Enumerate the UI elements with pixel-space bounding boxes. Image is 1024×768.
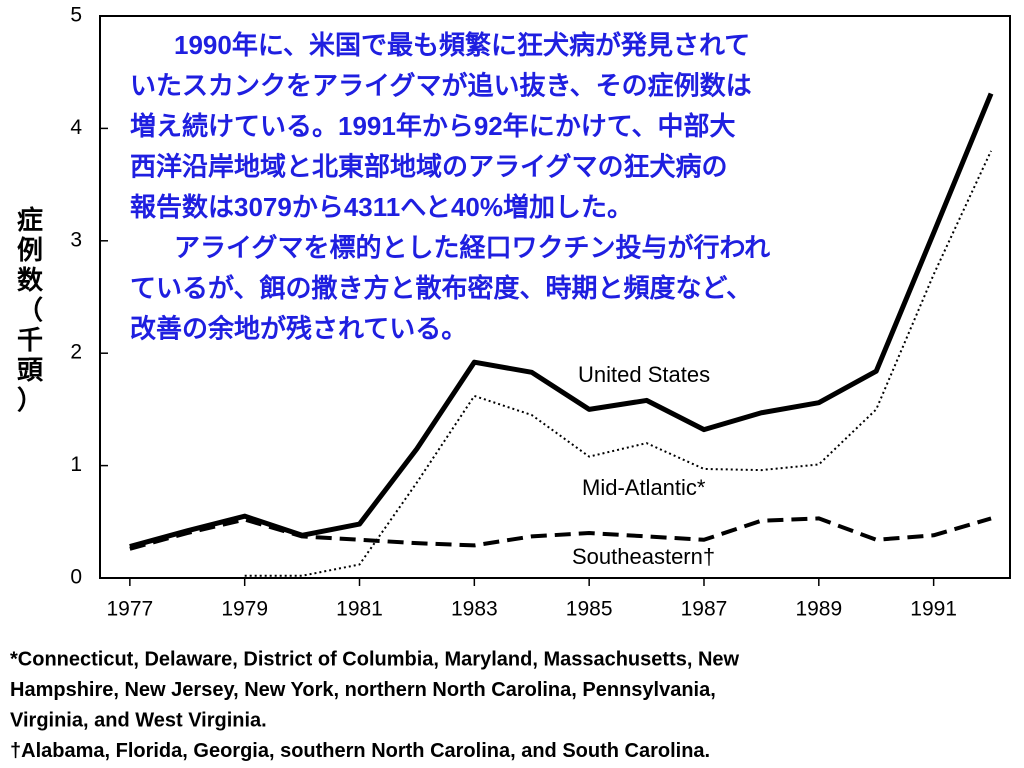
y-tick-label: 4 [70, 116, 82, 139]
y-axis-label-char: （ [17, 295, 43, 325]
footnote: Hampshire, New Jersey, New York, norther… [10, 679, 716, 701]
x-tick-label: 1983 [451, 598, 498, 621]
series-line [129, 92, 994, 549]
annotation-line: 1990年に、米国で最も頻繁に狂犬病が発見されて [174, 30, 750, 60]
y-tick-label: 3 [70, 228, 82, 251]
y-axis-label-char: 例 [17, 235, 43, 265]
x-tick-label: 1987 [681, 598, 728, 621]
y-tick-label: 5 [70, 4, 82, 27]
y-axis-label: 症例数（千頭） [17, 205, 44, 415]
y-tick-label: 2 [70, 341, 82, 364]
annotation-line: ているが、餌の撒き方と散布密度、時期と頻度など、 [130, 273, 752, 303]
y-tick-label: 0 [70, 566, 82, 589]
footnote: *Connecticut, Delaware, District of Colu… [10, 648, 740, 670]
series-line [129, 516, 992, 551]
x-tick-label: 1981 [336, 598, 383, 621]
annotation-line: アライグマを標的とした経口ワクチン投与が行われ [174, 232, 770, 262]
y-tick-label: 1 [70, 453, 82, 476]
y-axis-label-char: 数 [17, 265, 44, 295]
annotation-line: いたスカンクをアライグマが追い抜き、その症例数は [130, 70, 752, 100]
footnote: †Alabama, Florida, Georgia, southern Nor… [10, 740, 710, 762]
series-label: Southeastern† [572, 544, 715, 569]
x-tick-label: 1977 [106, 598, 153, 621]
footnote: Virginia, and West Virginia. [10, 709, 267, 731]
plot-frame [99, 15, 1011, 579]
y-axis-label-char: 千 [17, 325, 43, 355]
annotation-line: 西洋沿岸地域と北東部地域のアライグマの狂犬病の [130, 151, 727, 181]
annotation-line: 改善の余地が残されている。 [130, 313, 467, 343]
annotation-line: 報告数は3079から4311へと40%増加した。 [130, 192, 633, 222]
y-axis-label-char: 頭 [17, 355, 44, 385]
series-label: United States [578, 362, 710, 387]
x-tick-label: 1991 [910, 598, 957, 621]
annotation-line: 増え続けている。1991年から92年にかけて、中部大 [130, 111, 735, 141]
x-tick-label: 1989 [795, 598, 842, 621]
y-axis-label-char: ） [17, 385, 43, 415]
x-tick-label: 1985 [566, 598, 613, 621]
series-line [244, 150, 992, 577]
y-axis-label-char: 症 [17, 205, 43, 235]
x-tick-label: 1979 [221, 598, 268, 621]
series-label: Mid-Atlantic* [582, 475, 706, 500]
